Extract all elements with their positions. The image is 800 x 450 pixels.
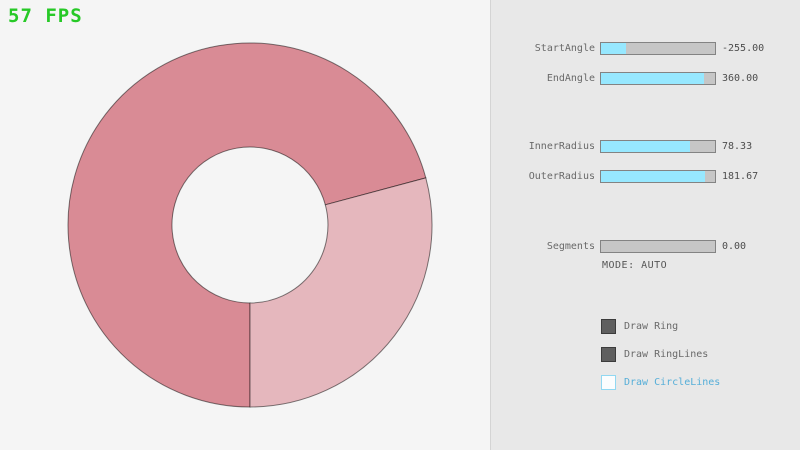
fps-counter: 57 FPS xyxy=(8,5,83,27)
draw-ring-checkbox[interactable] xyxy=(601,318,616,334)
checkbox-row-draw-ring: Draw Ring xyxy=(601,318,678,334)
draw-circlelines-checkbox[interactable] xyxy=(601,374,616,390)
checkbox-label: Draw CircleLines xyxy=(624,376,721,388)
checkbox-row-draw-circlelines: Draw CircleLines xyxy=(601,374,720,390)
slider-row-outerradius: OuterRadius 181.67 xyxy=(491,169,800,183)
slider-fill xyxy=(601,170,705,182)
checkbox-label: Draw Ring xyxy=(624,320,679,332)
slider-label: Segments xyxy=(546,240,595,252)
slider-value: 360.00 xyxy=(722,72,759,84)
checkbox-label: Draw RingLines xyxy=(624,348,709,360)
mode-label: MODE: AUTO xyxy=(602,260,668,271)
slider-label: StartAngle xyxy=(534,42,595,54)
slider-label: EndAngle xyxy=(546,72,595,84)
ring-sector-light xyxy=(249,177,433,408)
segments-slider[interactable] xyxy=(600,239,716,253)
slider-row-innerradius: InnerRadius 78.33 xyxy=(491,139,800,153)
ring-chart xyxy=(67,42,433,408)
startangle-slider[interactable] xyxy=(600,41,716,55)
innerradius-slider[interactable] xyxy=(600,139,716,153)
slider-fill xyxy=(601,42,626,54)
slider-label: OuterRadius xyxy=(528,170,595,182)
slider-fill xyxy=(601,140,691,152)
ring-sector-dark xyxy=(67,42,427,408)
slider-row-segments: Segments 0.00 xyxy=(491,239,800,253)
slider-row-startangle: StartAngle -255.00 xyxy=(491,41,800,55)
endangle-slider[interactable] xyxy=(600,71,716,85)
slider-fill xyxy=(601,72,704,84)
slider-value: -255.00 xyxy=(722,42,765,54)
draw-ringlines-checkbox[interactable] xyxy=(601,346,616,362)
outerradius-slider[interactable] xyxy=(600,169,716,183)
slider-value: 78.33 xyxy=(722,140,753,152)
slider-label: InnerRadius xyxy=(528,140,595,152)
slider-value: 181.67 xyxy=(722,170,759,182)
slider-row-endangle: EndAngle 360.00 xyxy=(491,71,800,85)
checkbox-row-draw-ringlines: Draw RingLines xyxy=(601,346,708,362)
controls-panel: StartAngle -255.00 EndAngle 360.00 Inner… xyxy=(490,0,800,450)
slider-value: 0.00 xyxy=(722,240,747,252)
